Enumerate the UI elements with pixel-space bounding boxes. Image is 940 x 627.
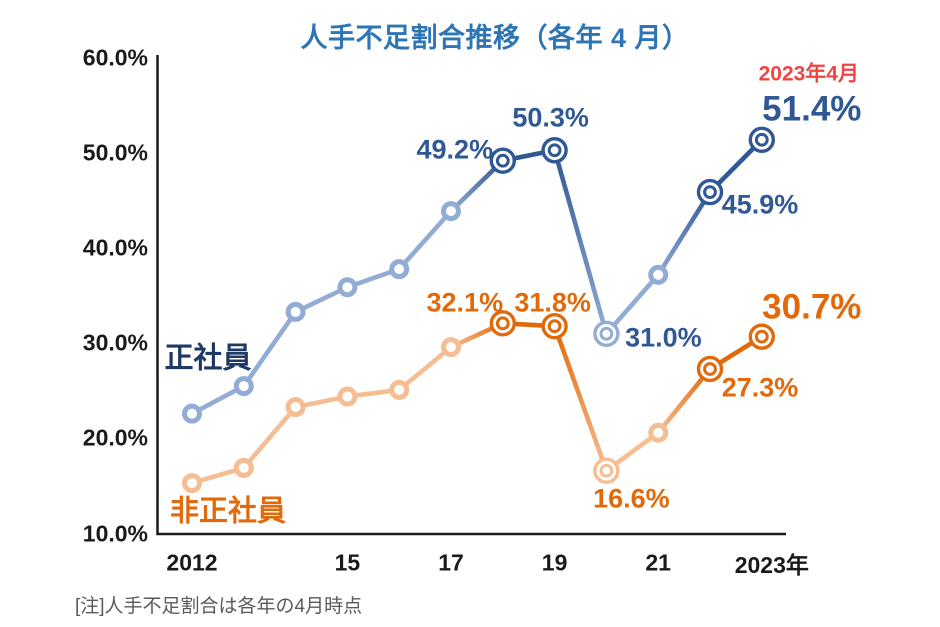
line-segment bbox=[552, 323, 609, 474]
x-tick-label: 19 bbox=[541, 549, 568, 576]
data-point-marker bbox=[285, 301, 306, 322]
data-value-label: 30.7% bbox=[762, 287, 862, 327]
data-value-label: 51.4% bbox=[762, 89, 862, 129]
x-tick-label: 17 bbox=[438, 549, 464, 576]
data-point-marker bbox=[233, 376, 254, 397]
data-point-marker bbox=[182, 403, 202, 424]
line-segment bbox=[552, 147, 609, 337]
line-segment bbox=[655, 366, 713, 435]
data-value-label: 49.2% bbox=[416, 134, 494, 165]
data-point-marker bbox=[541, 137, 568, 164]
y-tick-label: 40.0% bbox=[82, 234, 148, 261]
line-segment bbox=[241, 309, 298, 389]
data-value-label: 31.8% bbox=[514, 287, 591, 318]
data-point-marker bbox=[648, 264, 669, 285]
axis-lines bbox=[156, 55, 786, 536]
series-label-regular: 正社員 bbox=[164, 342, 252, 375]
data-value-label: 31.0% bbox=[625, 322, 702, 353]
data-point-marker bbox=[748, 126, 775, 153]
x-tick-label: 2012 bbox=[166, 549, 218, 576]
series-nonregular-line bbox=[182, 310, 775, 494]
data-point-marker bbox=[389, 379, 410, 400]
data-point-marker bbox=[182, 473, 202, 494]
chart-title: 人手不足割合推移（各年 4 月） bbox=[300, 23, 690, 53]
data-point-marker bbox=[696, 178, 724, 206]
y-tick-label: 50.0% bbox=[82, 139, 148, 166]
x-tick-label: 15 bbox=[334, 549, 361, 576]
data-point-marker bbox=[593, 320, 620, 347]
line-segment bbox=[396, 208, 454, 272]
data-value-label: 50.3% bbox=[512, 102, 589, 133]
line-segment bbox=[396, 344, 454, 393]
data-point-marker bbox=[748, 323, 775, 350]
data-point-marker bbox=[233, 457, 254, 478]
series-regular-line bbox=[182, 126, 775, 424]
y-tick-label: 60.0% bbox=[82, 44, 148, 71]
data-value-label: 45.9% bbox=[721, 189, 799, 220]
data-point-marker bbox=[593, 457, 620, 484]
data-point-marker bbox=[489, 147, 516, 174]
line-segment bbox=[655, 189, 713, 278]
y-tick-label: 20.0% bbox=[82, 424, 148, 451]
line-segment bbox=[241, 404, 298, 471]
x-tick-label: 21 bbox=[645, 549, 671, 576]
data-point-marker bbox=[389, 259, 410, 280]
y-tick-label: 30.0% bbox=[82, 329, 148, 356]
data-value-label: 27.3% bbox=[721, 372, 799, 403]
data-point-marker bbox=[337, 386, 358, 407]
data-point-marker bbox=[285, 397, 306, 418]
y-tick-label: 10.0% bbox=[82, 520, 148, 546]
series-label-nonregular: 非正社員 bbox=[169, 495, 287, 528]
data-point-marker bbox=[489, 310, 516, 337]
highlight-date-label: 2023年4月 bbox=[758, 62, 859, 86]
data-point-marker bbox=[441, 201, 461, 222]
data-point-marker bbox=[541, 312, 568, 340]
data-point-marker bbox=[696, 355, 724, 383]
footnote: [注]人手不足割合は各年の4月時点 bbox=[75, 596, 363, 617]
data-point-marker bbox=[441, 337, 461, 358]
data-value-label: 16.6% bbox=[593, 483, 670, 514]
x-tick-label: 2023年 bbox=[734, 552, 809, 578]
data-point-marker bbox=[648, 422, 669, 443]
data-value-label: 32.1% bbox=[426, 287, 504, 318]
data-point-marker bbox=[337, 277, 358, 298]
